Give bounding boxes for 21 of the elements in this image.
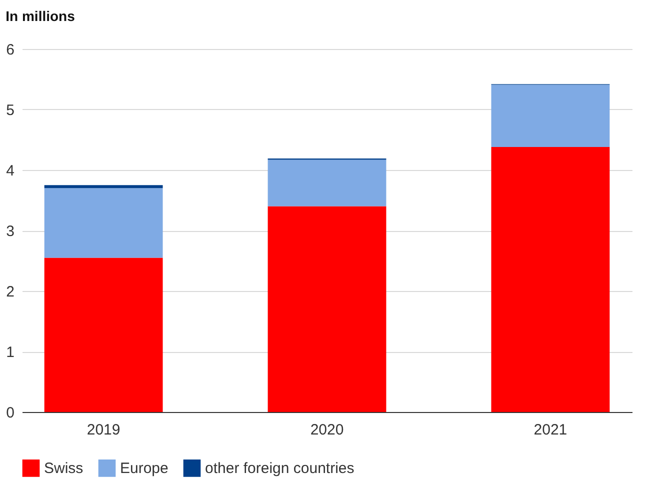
y-tick-label: 5 [6,102,14,119]
y-axis-title: In millions [6,8,76,24]
y-tick-label: 4 [6,162,14,180]
bar [44,188,163,258]
bar [491,147,610,412]
bar [44,185,163,188]
y-tick-label: 6 [6,42,14,58]
y-tick-label: 3 [6,223,14,240]
bar [268,160,386,206]
x-tick-label: 2021 [534,422,568,438]
legend-label: Swiss [44,460,84,478]
bar [491,84,610,148]
y-tick-label: 1 [6,344,14,361]
legend-label: Europe [120,460,168,478]
y-tick-label: 2 [6,284,14,300]
legend-label: other foreign countries [205,460,354,478]
bar [268,206,386,412]
y-tick-label: 0 [6,404,14,422]
x-tick-label: 2020 [310,422,344,438]
bar [44,258,163,412]
x-tick-label: 2019 [86,422,120,438]
